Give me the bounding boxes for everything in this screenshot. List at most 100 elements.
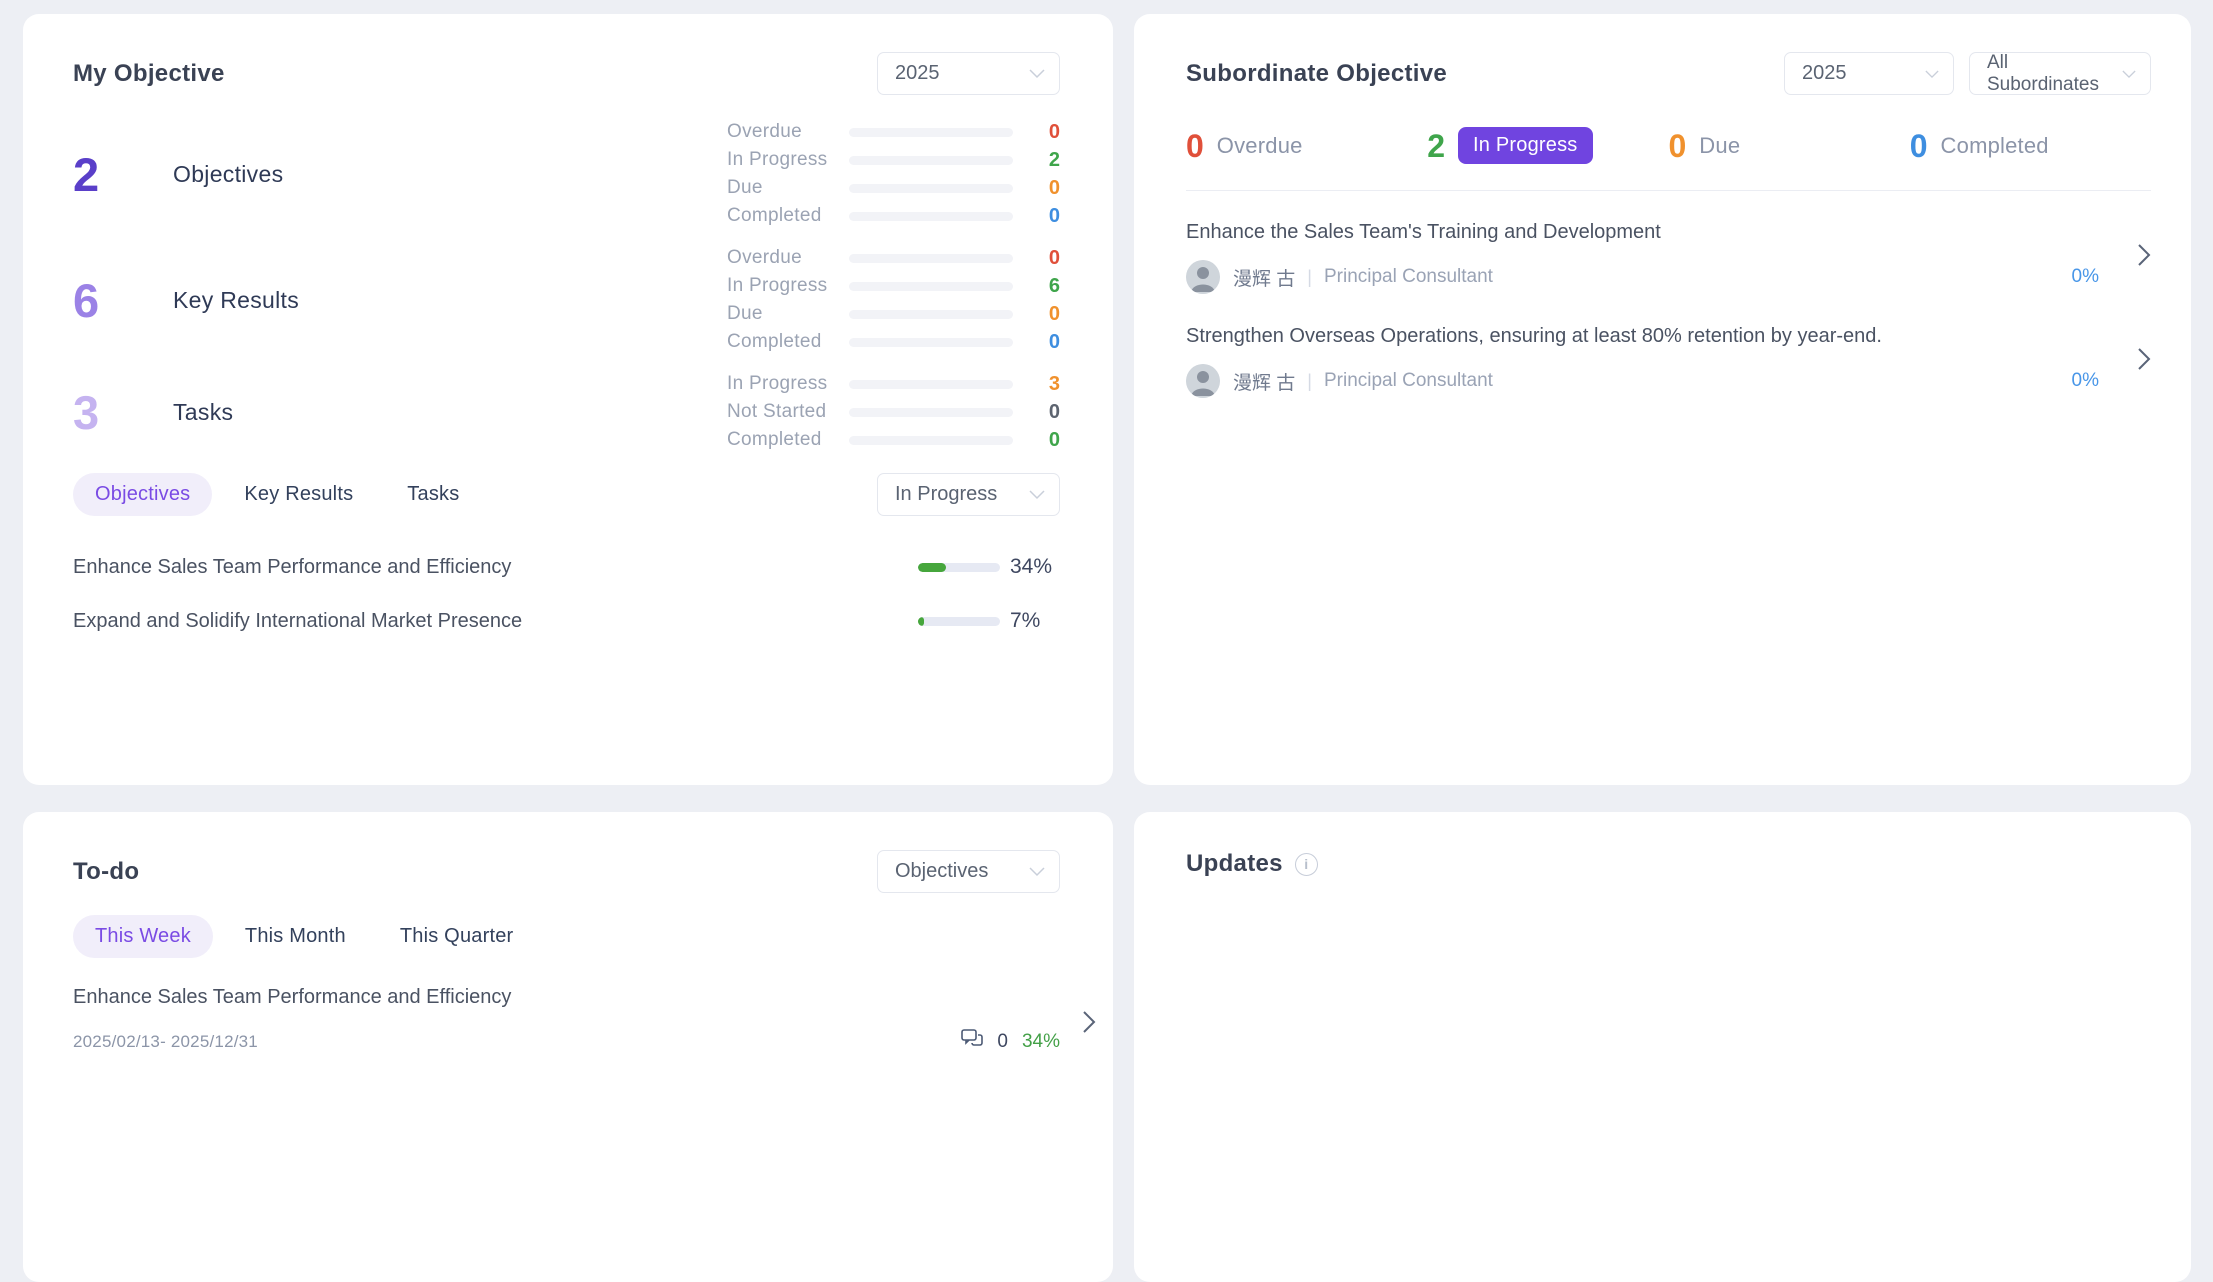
stat-value: 0 xyxy=(1048,330,1060,353)
stat-label: Completed xyxy=(727,429,822,450)
progress-bar xyxy=(849,183,1013,193)
stat-label: Overdue xyxy=(1216,132,1303,158)
chevron-down-icon xyxy=(1925,62,1939,85)
stat-count: 0 xyxy=(1909,127,1928,164)
subordinate-objective-item-title: Enhance the Sales Team's Training and De… xyxy=(1186,221,1661,243)
subordinate-objective-item[interactable]: Strengthen Overseas Operations, ensuring… xyxy=(1186,295,2151,399)
tasks-count-label: Tasks xyxy=(173,398,234,425)
stat-value: 3 xyxy=(1048,372,1060,395)
progress-bar xyxy=(849,211,1013,221)
tab-key-results[interactable]: Key Results xyxy=(244,483,354,505)
chevron-right-icon[interactable] xyxy=(2137,347,2151,376)
objective-list-item[interactable]: Expand and Solidify International Market… xyxy=(73,594,1060,648)
progress-bar xyxy=(849,337,1013,347)
separator: | xyxy=(1307,370,1312,391)
stat-label: In Progress xyxy=(727,149,828,170)
progress-bar xyxy=(849,309,1013,319)
stat-value: 0 xyxy=(1048,400,1060,423)
stat-value: 0 xyxy=(1048,428,1060,451)
tab-this-month[interactable]: This Month xyxy=(244,925,346,947)
todo-type-select[interactable]: Objectives xyxy=(877,850,1060,893)
stat-label: Completed xyxy=(727,205,822,226)
stat-row: In Progress 2 xyxy=(727,146,1060,174)
year-select-value: 2025 xyxy=(895,62,940,84)
todo-item-title: Enhance Sales Team Performance and Effic… xyxy=(73,986,512,1008)
summary-group-objectives: 2 Objectives Overdue 0 In Progress 2 Due… xyxy=(73,111,1060,237)
my-objective-tabs: Objectives Key Results Tasks xyxy=(73,473,481,516)
stat-row: In Progress 6 xyxy=(727,272,1060,300)
stat-row: Overdue 0 xyxy=(727,244,1060,272)
progress-bar xyxy=(849,435,1013,445)
chevron-down-icon xyxy=(1029,483,1045,506)
tab-tasks[interactable]: Tasks xyxy=(407,483,460,505)
chevron-down-icon xyxy=(2122,63,2136,85)
summary-group-tasks: 3 Tasks In Progress 3 Not Started 0 Comp… xyxy=(73,363,1060,461)
progress-bar xyxy=(849,127,1013,137)
tab-this-week[interactable]: This Week xyxy=(73,915,213,958)
objectives-count-label: Objectives xyxy=(173,160,284,187)
objective-progress-bar xyxy=(918,616,1000,626)
subordinates-filter-select[interactable]: All Subordinates xyxy=(1969,52,2151,95)
stat-label: In Progress xyxy=(727,373,828,394)
owner-role: Principal Consultant xyxy=(1323,370,1493,391)
todo-title: To-do xyxy=(73,857,140,885)
progress-bar xyxy=(849,407,1013,417)
status-filter-select[interactable]: In Progress xyxy=(877,473,1060,516)
stat-value: 0 xyxy=(1048,302,1060,325)
progress-bar xyxy=(849,253,1013,263)
info-icon[interactable]: i xyxy=(1294,852,1318,876)
tab-objectives[interactable]: Objectives xyxy=(73,473,213,516)
todo-item[interactable]: Enhance Sales Team Performance and Effic… xyxy=(73,986,1096,1054)
my-objective-panel: My Objective 2025 2 Objectives Overdue 0… xyxy=(23,14,1113,785)
stat-label: Due xyxy=(727,303,763,324)
stat-row: Overdue 0 xyxy=(727,118,1060,146)
updates-title: Updates xyxy=(1186,850,1283,877)
item-percent: 0% xyxy=(2071,370,2099,391)
chevron-down-icon xyxy=(1029,62,1045,85)
objective-title: Enhance Sales Team Performance and Effic… xyxy=(73,555,512,578)
objective-title: Expand and Solidify International Market… xyxy=(73,609,523,632)
stat-in-progress: 2 In Progress xyxy=(1427,127,1668,164)
my-objective-summary: 2 Objectives Overdue 0 In Progress 2 Due… xyxy=(73,111,1060,461)
stat-count: 0 xyxy=(1668,127,1687,164)
stat-due: 0 Due xyxy=(1669,127,1910,164)
tab-this-quarter[interactable]: This Quarter xyxy=(399,925,514,947)
owner-role: Principal Consultant xyxy=(1323,266,1493,287)
stat-row: Due 0 xyxy=(727,174,1060,202)
chevron-right-icon[interactable] xyxy=(1082,1010,1096,1039)
avatar xyxy=(1186,364,1220,398)
stat-label: Not Started xyxy=(727,401,827,422)
separator: | xyxy=(1307,266,1312,287)
objectives-count: 2 xyxy=(73,147,100,201)
todo-panel: To-do Objectives This Week This Month Th… xyxy=(23,812,1113,1282)
subordinate-objective-item-title: Strengthen Overseas Operations, ensuring… xyxy=(1186,325,1882,347)
stat-label: Overdue xyxy=(727,121,802,142)
stat-value: 6 xyxy=(1048,274,1060,297)
stat-label: Completed xyxy=(727,331,822,352)
key-results-count: 6 xyxy=(73,273,100,327)
comments-icon xyxy=(961,1029,984,1054)
stat-value: 0 xyxy=(1048,176,1060,199)
subordinate-objective-item[interactable]: Enhance the Sales Team's Training and De… xyxy=(1186,191,2151,295)
status-filter-value: In Progress xyxy=(895,483,998,505)
stat-label: Due xyxy=(727,177,763,198)
item-percent: 0% xyxy=(2071,266,2099,287)
stat-completed: 0 Completed xyxy=(1910,127,2151,164)
tasks-count: 3 xyxy=(73,385,100,439)
todo-percent: 34% xyxy=(1021,1030,1060,1052)
owner-name: 漫辉 古 xyxy=(1233,268,1296,290)
divider xyxy=(1186,190,2151,191)
stat-overdue: 0 Overdue xyxy=(1186,127,1427,164)
chevron-right-icon[interactable] xyxy=(2137,243,2151,272)
subordinate-objective-title: Subordinate Objective xyxy=(1186,59,1448,87)
stat-row: Not Started 0 xyxy=(727,398,1060,426)
key-results-count-label: Key Results xyxy=(173,286,300,313)
my-objective-year-select[interactable]: 2025 xyxy=(877,52,1060,95)
summary-group-key-results: 6 Key Results Overdue 0 In Progress 6 Du… xyxy=(73,237,1060,363)
stat-value: 2 xyxy=(1048,148,1060,171)
subordinate-year-select[interactable]: 2025 xyxy=(1784,52,1954,95)
comment-count: 0 xyxy=(997,1030,1008,1052)
subordinate-objective-panel: Subordinate Objective 2025 All Subordina… xyxy=(1134,14,2191,785)
stat-label: Overdue xyxy=(727,247,802,268)
objective-list-item[interactable]: Enhance Sales Team Performance and Effic… xyxy=(73,540,1060,594)
